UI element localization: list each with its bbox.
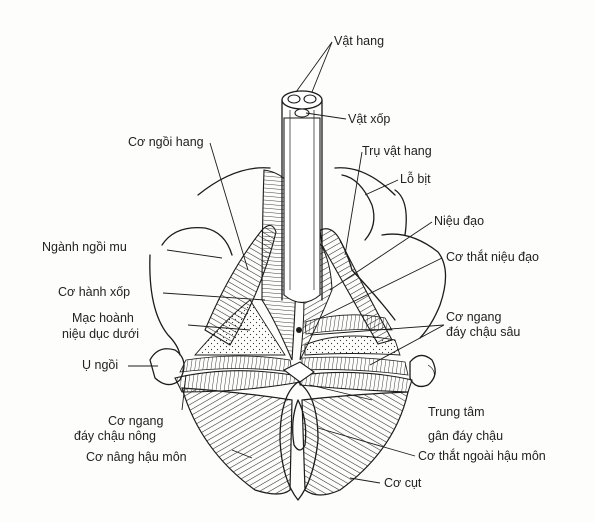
label-nganh-ngoi-mu: Ngành ngồi mu [42, 240, 127, 254]
anus [279, 381, 319, 501]
label-co-nang-hau-mon: Cơ nâng hậu môn [86, 450, 187, 464]
label-mac-hoanh-1: Mạc hoành [72, 311, 134, 325]
label-co-ngang-sau-1: Cơ ngang [446, 310, 502, 324]
label-u-ngoi: Ụ ngồi [82, 358, 118, 372]
diagram-labels: Vật hang Vật xốp Cơ ngồi hang Trụ vật ha… [42, 34, 546, 490]
label-tru-vat-hang: Trụ vật hang [362, 144, 432, 158]
label-co-that-ngoai: Cơ thắt ngoài hậu môn [418, 448, 546, 463]
label-co-ngang-sau-2: đáy chậu sâu [446, 325, 520, 339]
penis-shaft [281, 90, 323, 333]
levator-ani-muscle [181, 387, 409, 496]
central-tendon [282, 361, 315, 383]
label-vat-hang: Vật hang [334, 34, 384, 48]
transverse-perineal-band [174, 355, 413, 393]
label-mac-hoanh-2: niệu dục dưới [62, 327, 139, 341]
label-lo-bit: Lỗ bịt [400, 171, 431, 186]
label-nieu-dao: Niệu đạo [434, 214, 484, 228]
label-trung-tam-2: gân đáy chậu [428, 429, 503, 443]
label-co-hanh-xop: Cơ hành xốp [58, 285, 130, 299]
label-vat-xop: Vật xốp [348, 112, 390, 126]
label-trung-tam-1: Trung tâm [428, 405, 485, 419]
label-co-ngang-nong-2: đáy chậu nông [74, 429, 156, 443]
label-co-ngang-nong-1: Cơ ngang [108, 414, 164, 428]
label-co-ngoi-hang: Cơ ngồi hang [128, 135, 204, 149]
ischiocavernosus-muscle [204, 224, 396, 346]
label-co-that-nieu-dao: Cơ thắt niệu đạo [446, 249, 539, 264]
leader-lines [128, 41, 445, 484]
label-co-cut: Cơ cụt [384, 476, 422, 490]
